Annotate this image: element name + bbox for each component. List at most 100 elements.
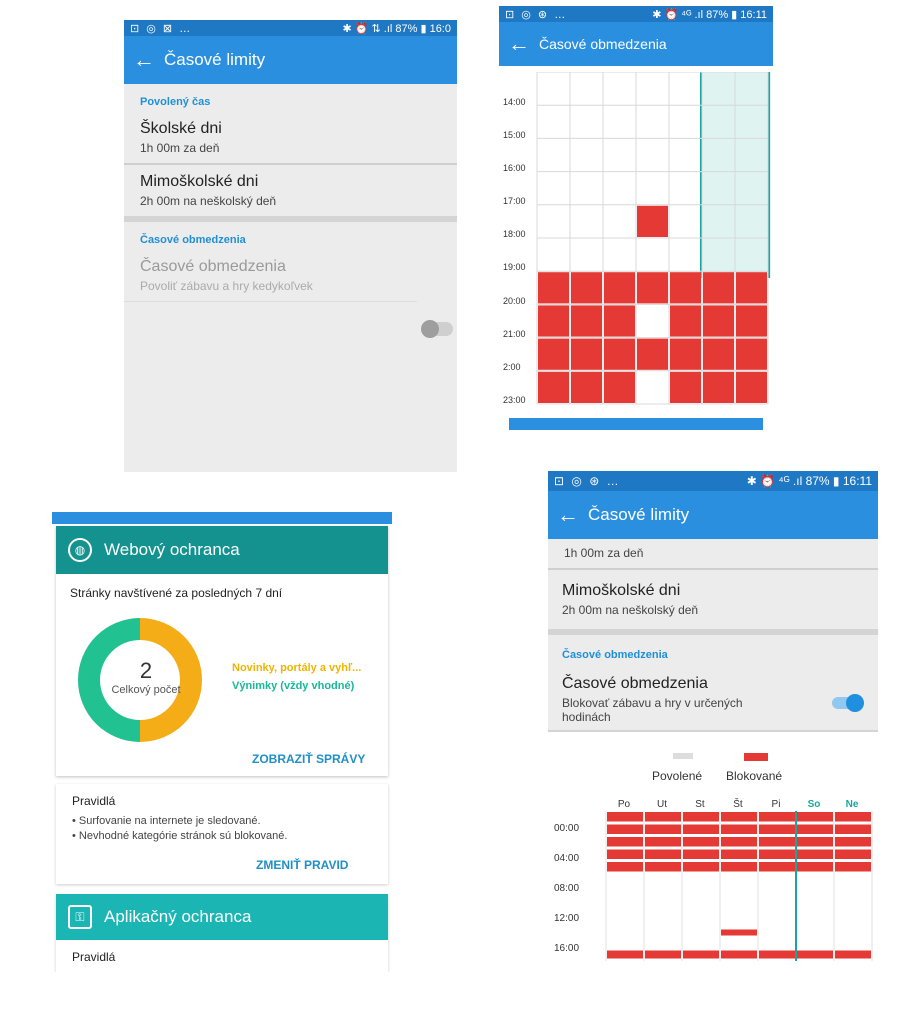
blocked-hour-cell[interactable] <box>637 338 668 370</box>
blocked-hour-cell[interactable] <box>645 812 681 822</box>
blocked-hour-cell[interactable] <box>670 305 701 337</box>
status-bar: ⊡ ◎ ⊛ … ✱ ⏰ ⁴ᴳ .ıl 87% ▮ 16:11 <box>548 471 878 491</box>
blocked-hour-cell[interactable] <box>759 812 795 822</box>
blocked-hour-cell[interactable] <box>759 862 795 872</box>
blocked-hour-cell[interactable] <box>759 837 795 847</box>
blocked-hour-cell[interactable] <box>571 305 602 337</box>
blocked-hour-cell[interactable] <box>683 849 719 860</box>
app-bar: ← Časové obmedzenia <box>499 22 773 66</box>
back-arrow-icon[interactable]: ← <box>557 502 579 527</box>
non-school-days-setting[interactable]: Mimoškolské dni 2h 00m na neškolský deň <box>124 165 457 222</box>
blocked-hour-cell[interactable] <box>683 824 719 835</box>
hour-grid[interactable]: 14:00 15:00 16:00 17:00 18:00 19:00 20:0… <box>499 71 773 414</box>
blocked-hour-cell[interactable] <box>607 862 643 872</box>
blocked-hour-cell[interactable] <box>721 950 757 959</box>
blocked-hour-cell[interactable] <box>607 824 643 835</box>
blocked-hour-cell[interactable] <box>835 849 871 860</box>
blocked-hour-cell[interactable] <box>835 862 871 872</box>
blocked-hour-cell[interactable] <box>637 205 668 237</box>
status-bar: ⊡ ◎ ⊛ … ✱ ⏰ ⁴ᴳ .ıl 87% ▮ 16:11 <box>499 6 773 22</box>
blocked-hour-cell[interactable] <box>683 837 719 847</box>
blocked-hour-cell[interactable] <box>736 305 767 337</box>
blocked-hour-cell[interactable] <box>607 950 643 959</box>
blocked-hour-cell[interactable] <box>797 950 833 959</box>
blocked-hour-cell[interactable] <box>645 849 681 860</box>
change-rules-button[interactable]: ZMENIŤ PRAVID <box>256 858 349 872</box>
blocked-hour-cell[interactable] <box>721 824 757 835</box>
blocked-hour-cell[interactable] <box>797 862 833 872</box>
blocked-hour-cell[interactable] <box>604 272 635 304</box>
school-days-setting[interactable]: 1h 00m za deň <box>548 539 878 570</box>
show-reports-button[interactable]: ZOBRAZIŤ SPRÁVY <box>252 752 366 766</box>
blocked-hour-cell[interactable] <box>721 862 757 872</box>
blocked-hour-cell[interactable] <box>670 371 701 403</box>
blocked-hour-cell[interactable] <box>797 837 833 847</box>
time-restrictions-title: Časové obmedzenia <box>562 675 708 692</box>
blocked-hour-cell[interactable] <box>797 812 833 822</box>
blocked-hour-cell[interactable] <box>538 305 569 337</box>
blocked-hour-cell[interactable] <box>571 338 602 370</box>
blocked-hour-cell[interactable] <box>571 371 602 403</box>
time-restrictions-grid-screen: ⊡ ◎ ⊛ … ✱ ⏰ ⁴ᴳ .ıl 87% ▮ 16:11 ← Časové … <box>499 6 773 430</box>
blocked-hour-cell[interactable] <box>703 338 734 370</box>
time-restrictions-toggle[interactable] <box>832 694 864 712</box>
blocked-hour-cell[interactable] <box>604 371 635 403</box>
blocked-hour-cell[interactable] <box>736 371 767 403</box>
day-label: St <box>695 799 705 810</box>
blocked-hour-cell[interactable] <box>683 862 719 872</box>
blocked-hour-cell[interactable] <box>703 305 734 337</box>
blocked-hour-cell[interactable] <box>835 837 871 847</box>
blocked-hour-cell[interactable] <box>721 929 757 936</box>
blocked-hour-cell[interactable] <box>683 812 719 822</box>
non-school-days-setting[interactable]: Mimoškolské dni 2h 00m na neškolský deň <box>548 570 878 635</box>
page-title: Časové obmedzenia <box>539 36 667 52</box>
week-grid[interactable] <box>548 811 878 981</box>
blocked-hour-cell[interactable] <box>835 812 871 822</box>
time-restrictions-toggle[interactable] <box>421 320 453 338</box>
status-icons-right: ✱ ⏰ ⁴ᴳ .ıl 87% ▮ 16:11 <box>746 474 872 488</box>
blocked-hour-cell[interactable] <box>683 950 719 959</box>
blocked-hour-cell[interactable] <box>538 338 569 370</box>
blocked-hour-cell[interactable] <box>607 849 643 860</box>
blocked-hour-cell[interactable] <box>721 849 757 860</box>
blocked-hour-cell[interactable] <box>670 272 701 304</box>
blocked-hour-cell[interactable] <box>607 812 643 822</box>
blocked-hour-cell[interactable] <box>759 849 795 860</box>
blocked-hour-cell[interactable] <box>797 824 833 835</box>
blocked-hour-cell[interactable] <box>759 824 795 835</box>
blocked-hour-cell[interactable] <box>604 338 635 370</box>
school-days-setting[interactable]: Školské dni 1h 00m za deň <box>124 112 457 165</box>
blocked-hour-cell[interactable] <box>835 950 871 959</box>
section-header-time-restrictions: Časové obmedzenia <box>140 234 246 246</box>
blocked-hour-cell[interactable] <box>703 371 734 403</box>
blocked-hour-cell[interactable] <box>645 950 681 959</box>
blocked-hour-cell[interactable] <box>759 950 795 959</box>
blocked-hour-cell[interactable] <box>538 272 569 304</box>
blocked-hour-cell[interactable] <box>736 338 767 370</box>
app-rules-title: Pravidlá <box>72 950 116 964</box>
blocked-hour-cell[interactable] <box>604 305 635 337</box>
bottom-action-bar[interactable] <box>509 418 763 430</box>
blocked-hour-cell[interactable] <box>645 837 681 847</box>
blocked-hour-cell[interactable] <box>607 837 643 847</box>
blocked-hour-cell[interactable] <box>645 824 681 835</box>
back-arrow-icon[interactable]: ← <box>133 47 155 72</box>
back-arrow-icon[interactable]: ← <box>508 31 530 56</box>
time-restrictions-setting[interactable]: Časové obmedzenia Povoliť zábavu a hry k… <box>124 250 417 302</box>
blocked-hour-cell[interactable] <box>571 272 602 304</box>
blocked-hour-cell[interactable] <box>645 862 681 872</box>
blocked-hour-cell[interactable] <box>736 272 767 304</box>
blocked-hour-cell[interactable] <box>637 272 668 304</box>
blocked-hour-cell[interactable] <box>721 812 757 822</box>
blocked-hour-cell[interactable] <box>703 272 734 304</box>
blocked-hour-cell[interactable] <box>835 824 871 835</box>
blocked-hour-cell[interactable] <box>670 338 701 370</box>
web-protection-header[interactable]: ◍ Webový ochranca <box>56 526 388 574</box>
blocked-hour-cell[interactable] <box>721 837 757 847</box>
app-protection-header[interactable]: ⚿ Aplikačný ochranca <box>56 894 388 940</box>
visits-donut-chart <box>77 618 202 742</box>
time-restrictions-setting[interactable]: Časové obmedzenia Blokovať zábavu a hry … <box>548 667 878 732</box>
blocked-hour-cell[interactable] <box>797 849 833 860</box>
hour-label: 16:00 <box>503 163 526 173</box>
blocked-hour-cell[interactable] <box>538 371 569 403</box>
